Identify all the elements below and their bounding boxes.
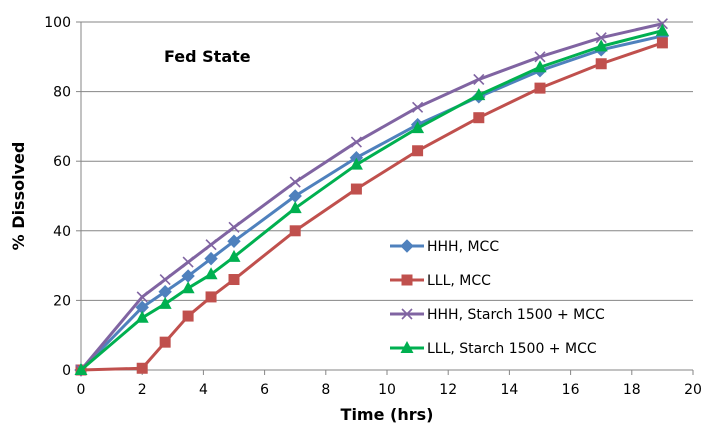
data-point <box>412 145 424 157</box>
data-point <box>656 37 668 49</box>
data-point <box>412 101 424 113</box>
data-point <box>159 336 171 348</box>
data-point <box>595 58 607 70</box>
y-tick-label: 20 <box>53 293 71 309</box>
y-axis-title: % Dissolved <box>9 142 28 251</box>
data-point <box>227 249 241 262</box>
x-tick-label: 6 <box>260 382 269 398</box>
x-tick-label: 8 <box>321 382 330 398</box>
axes <box>76 21 694 375</box>
x-axis-title: Time (hrs) <box>341 405 434 424</box>
data-point <box>182 256 194 268</box>
x-tick-label: 12 <box>439 382 457 398</box>
data-point <box>182 310 194 322</box>
legend-label: HHH, MCC <box>427 239 499 255</box>
data-point <box>349 157 363 170</box>
y-tick-label: 80 <box>53 85 71 101</box>
data-point <box>205 291 217 303</box>
data-point <box>205 239 217 251</box>
data-point <box>74 363 88 375</box>
series-4 <box>74 23 669 375</box>
y-tick-label: 100 <box>44 15 71 31</box>
legend-marker <box>400 239 414 253</box>
y-tick-label: 60 <box>53 154 71 170</box>
data-point <box>227 234 241 248</box>
legend-item-2: LLL, MCC <box>390 273 491 289</box>
y-tick-label: 40 <box>53 224 71 240</box>
x-tick-label: 14 <box>500 382 518 398</box>
x-tick-label: 20 <box>684 382 702 398</box>
data-point <box>472 88 486 101</box>
data-point <box>135 310 149 323</box>
data-point <box>411 121 425 134</box>
data-point <box>158 296 172 309</box>
series-2 <box>75 37 668 376</box>
x-tick-label: 4 <box>199 382 208 398</box>
data-point <box>204 267 218 280</box>
legend-item-1: HHH, MCC <box>390 239 499 255</box>
data-point <box>228 274 240 286</box>
legend-item-4: LLL, Starch 1500 + MCC <box>390 341 597 357</box>
data-point <box>228 221 240 233</box>
data-point <box>594 39 608 52</box>
x-tick-label: 18 <box>623 382 641 398</box>
series-1 <box>74 29 670 377</box>
legend-marker <box>400 341 414 353</box>
data-point <box>534 82 546 94</box>
chart-annotation: Fed State <box>164 47 251 66</box>
data-point <box>533 60 547 73</box>
data-point <box>204 251 218 266</box>
x-tick-label: 10 <box>378 382 396 398</box>
data-point <box>595 32 607 44</box>
data-point <box>288 201 302 214</box>
data-point <box>289 176 301 188</box>
data-point <box>136 291 148 303</box>
data-point <box>181 281 195 294</box>
data-point <box>289 225 301 237</box>
data-point <box>534 51 546 63</box>
x-tick-label: 2 <box>138 382 147 398</box>
legend-marker <box>401 308 413 320</box>
y-tick-label: 0 <box>62 363 71 379</box>
data-point <box>159 273 171 286</box>
x-tick-label: 16 <box>562 382 580 398</box>
data-point <box>136 362 148 374</box>
legend-item-3: HHH, Starch 1500 + MCC <box>390 307 605 323</box>
legend-label: HHH, Starch 1500 + MCC <box>427 307 605 323</box>
legend-label: LLL, Starch 1500 + MCC <box>427 341 597 357</box>
series-3 <box>75 18 668 376</box>
data-point <box>473 73 485 85</box>
x-tick-label: 0 <box>77 382 86 398</box>
data-point <box>655 23 669 36</box>
legend-label: LLL, MCC <box>427 273 491 289</box>
series-layer <box>74 18 670 377</box>
legend-marker <box>401 274 413 286</box>
data-point <box>350 136 362 148</box>
legend: HHH, MCC LLL, MCC HHH, Starch 1500 + MCC LL… <box>390 239 605 357</box>
tick-labels: 0 20 40 60 80 100 0 2 4 6 8 10 12 14 16 18 20 <box>44 15 702 398</box>
data-point <box>473 112 485 124</box>
data-point <box>350 183 362 195</box>
